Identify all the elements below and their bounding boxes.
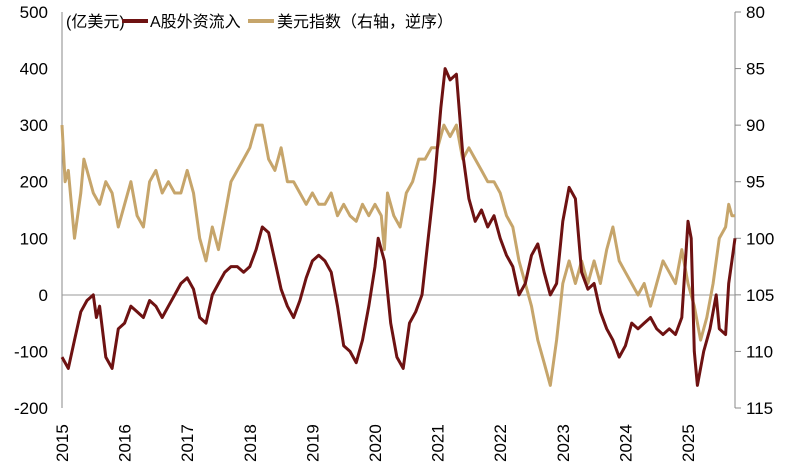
left-tick-label: -200 [14,399,48,418]
right-tick-label: 100 [746,229,774,248]
x-tick-label: 2016 [116,424,135,462]
left-tick-label: 400 [20,60,48,79]
x-tick-label: 2018 [241,424,260,462]
x-tick-label: 2024 [616,424,635,462]
x-tick-label: 2023 [554,424,573,462]
right-tick-label: 85 [746,60,765,79]
left-tick-label: 200 [20,173,48,192]
left-tick-label: 500 [20,3,48,22]
x-tick-label: 2019 [303,424,322,462]
x-tick-label: 2020 [366,424,385,462]
x-tick-label: 2021 [429,424,448,462]
left-tick-label: 0 [39,286,48,305]
right-tick-label: 80 [746,3,765,22]
left-tick-label: -100 [14,342,48,361]
right-tick-label: 105 [746,286,774,305]
axes [61,12,736,408]
right-tick-label: 95 [746,173,765,192]
x-tick-label: 2025 [679,424,698,462]
x-tick-label: 2015 [53,424,72,462]
legend-label-flow: A股外资流入 [150,13,241,31]
left-tick-label: 100 [20,229,48,248]
series-line-dxy [60,123,735,387]
right-tick-label: 110 [746,342,773,361]
legend: A股外资流入 美元指数（右轴，逆序） [122,13,453,31]
right-tick-label: 115 [746,399,773,418]
unit-label: (亿美元) [66,13,125,31]
x-tick-label: 2022 [491,424,510,462]
right-tick-label: 90 [746,116,765,135]
left-tick-label: 300 [20,116,48,135]
series-line-flow [60,67,737,387]
legend-label-dxy: 美元指数（右轴，逆序） [277,13,453,31]
x-tick-label: 2017 [178,424,197,462]
